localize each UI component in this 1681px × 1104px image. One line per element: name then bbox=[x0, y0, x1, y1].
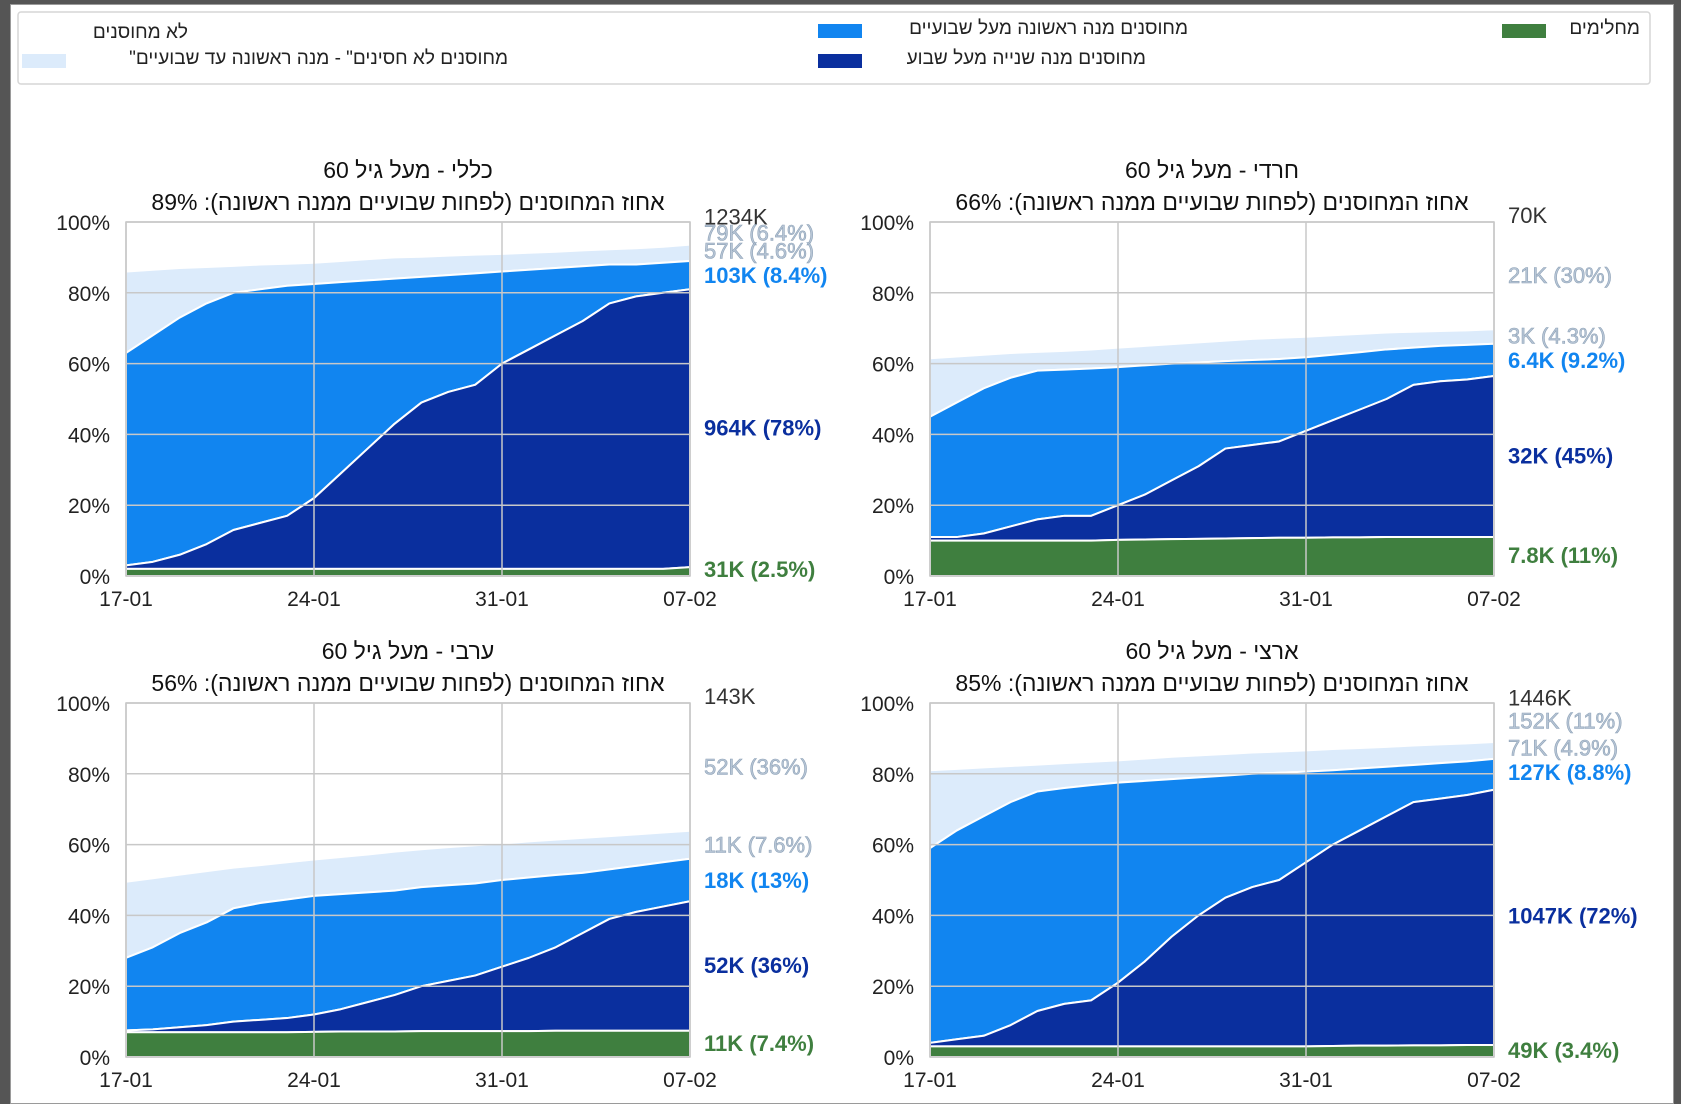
x-tick-label: 24-01 bbox=[287, 1069, 341, 1092]
y-tick-label: 60% bbox=[68, 835, 110, 858]
y-tick-label: 100% bbox=[56, 693, 110, 716]
x-tick-label: 24-01 bbox=[1091, 1069, 1145, 1092]
x-tick-label: 07-02 bbox=[1467, 588, 1521, 611]
chart-general: כללי - מעל גיל 60 אחוז המחוסנים (לפחות שב… bbox=[56, 157, 827, 611]
end-label: 103K (8.4%) bbox=[704, 263, 828, 288]
legend-swatch-dose1 bbox=[818, 24, 862, 38]
plot-frame bbox=[125, 221, 691, 577]
chart-subtitle: אחוז המחוסנים (לפחות שבועיים ממנה ראשונה… bbox=[955, 670, 1469, 696]
legend-label-dose1: מחוסנים מנה ראשונה מעל שבועיים bbox=[909, 18, 1188, 39]
legend-swatch-notimmune bbox=[22, 54, 66, 68]
plot-frame bbox=[929, 221, 1495, 577]
y-tick-label: 80% bbox=[68, 764, 110, 787]
area-recovered bbox=[125, 1029, 691, 1058]
chart-title: חרדי - מעל גיל 60 bbox=[1125, 157, 1299, 183]
chart-title: ארצי - מעל גיל 60 bbox=[1125, 638, 1299, 664]
end-label: 70K bbox=[1508, 203, 1547, 228]
x-tick-label: 31-01 bbox=[1279, 588, 1333, 611]
charts: כללי - מעל גיל 60 אחוז המחוסנים (לפחות שב… bbox=[56, 157, 1637, 1092]
end-label: 52K (36%) bbox=[704, 953, 809, 978]
x-tick-label: 17-01 bbox=[99, 1069, 153, 1092]
y-tick-label: 80% bbox=[68, 283, 110, 306]
end-label: 79K (6.4%) bbox=[704, 221, 814, 246]
y-tick-label: 20% bbox=[872, 976, 914, 999]
plot-frame bbox=[929, 702, 1495, 1058]
plot-frame bbox=[125, 702, 691, 1058]
end-label: 152K (11%) bbox=[1508, 709, 1623, 734]
chart-arab: ערבי - מעל גיל 60 אחוז המחוסנים (לפחות שב… bbox=[56, 638, 814, 1092]
end-label: 32K (45%) bbox=[1508, 444, 1613, 469]
x-tick-label: 24-01 bbox=[1091, 588, 1145, 611]
y-tick-label: 40% bbox=[872, 424, 914, 447]
end-label: 6.4K (9.2%) bbox=[1508, 348, 1625, 373]
x-tick-label: 31-01 bbox=[1279, 1069, 1333, 1092]
y-tick-label: 20% bbox=[872, 495, 914, 518]
x-tick-label: 31-01 bbox=[475, 588, 529, 611]
end-label: 31K (2.5%) bbox=[704, 557, 815, 582]
legend-label-notimmune: "מחוסנים לא חסינים" - מנה ראשונה עד שבוע… bbox=[129, 48, 508, 69]
legend-label-unvaccinated: לא מחוסנים bbox=[93, 22, 188, 43]
area-recovered bbox=[125, 566, 691, 577]
end-label: 127K (8.8%) bbox=[1508, 760, 1632, 785]
end-label: 49K (3.4%) bbox=[1508, 1038, 1619, 1063]
end-label: 21K (30%) bbox=[1508, 263, 1612, 288]
y-tick-label: 60% bbox=[872, 835, 914, 858]
end-label: 1446K bbox=[1508, 686, 1572, 711]
legend-label-dose2: מחוסנים מנה שנייה מעל שבוע bbox=[907, 48, 1146, 69]
legend-box bbox=[17, 11, 1651, 85]
y-tick-label: 100% bbox=[56, 212, 110, 235]
chart-subtitle: אחוז המחוסנים (לפחות שבועיים ממנה ראשונה… bbox=[151, 189, 665, 215]
y-tick-label: 0% bbox=[884, 566, 914, 589]
y-tick-label: 20% bbox=[68, 495, 110, 518]
chart-title: ערבי - מעל גיל 60 bbox=[322, 638, 495, 664]
x-tick-label: 17-01 bbox=[99, 588, 153, 611]
end-label: 71K (4.9%) bbox=[1508, 735, 1618, 760]
end-label: 1047K (72%) bbox=[1508, 903, 1638, 928]
legend-label-recovered: מחלימים bbox=[1569, 18, 1640, 39]
area-recovered bbox=[929, 536, 1495, 577]
end-label: 964K (78%) bbox=[704, 415, 821, 440]
end-label: 11K (7.4%) bbox=[704, 1031, 814, 1056]
end-label: 52K (36%) bbox=[704, 755, 808, 780]
legend: לא מחוסנים "מחוסנים לא חסינים" - מנה ראשו… bbox=[17, 11, 1651, 85]
end-label: 3K (4.3%) bbox=[1508, 323, 1606, 348]
end-label: 57K (4.6%) bbox=[704, 238, 814, 263]
y-tick-label: 60% bbox=[872, 354, 914, 377]
end-label: 7.8K (11%) bbox=[1508, 543, 1618, 568]
y-tick-label: 20% bbox=[68, 976, 110, 999]
chart-national: ארצי - מעל גיל 60 אחוז המחוסנים (לפחות שב… bbox=[860, 638, 1637, 1092]
y-tick-label: 40% bbox=[68, 424, 110, 447]
y-tick-label: 100% bbox=[860, 212, 914, 235]
area-recovered bbox=[929, 1043, 1495, 1058]
x-tick-label: 07-02 bbox=[663, 1069, 717, 1092]
legend-swatch-unvaccinated bbox=[22, 24, 66, 38]
y-tick-label: 100% bbox=[860, 693, 914, 716]
end-label: 18K (13%) bbox=[704, 868, 809, 893]
y-tick-label: 0% bbox=[884, 1047, 914, 1070]
chart-subtitle: אחוז המחוסנים (לפחות שבועיים ממנה ראשונה… bbox=[955, 189, 1469, 215]
end-label: 143K bbox=[704, 684, 756, 709]
end-label: 1234K bbox=[704, 205, 768, 230]
legend-swatch-recovered bbox=[1502, 24, 1546, 38]
end-label: 11K (7.6%) bbox=[704, 833, 812, 858]
y-tick-label: 60% bbox=[68, 354, 110, 377]
x-tick-label: 07-02 bbox=[1467, 1069, 1521, 1092]
x-tick-label: 17-01 bbox=[903, 588, 957, 611]
y-tick-label: 80% bbox=[872, 764, 914, 787]
legend-swatch-dose2 bbox=[818, 54, 862, 68]
y-tick-label: 80% bbox=[872, 283, 914, 306]
y-tick-label: 40% bbox=[872, 905, 914, 928]
x-tick-label: 17-01 bbox=[903, 1069, 957, 1092]
y-tick-label: 40% bbox=[68, 905, 110, 928]
y-tick-label: 0% bbox=[80, 566, 110, 589]
chart-title: כללי - מעל גיל 60 bbox=[323, 157, 493, 183]
chart-haredi: חרדי - מעל גיל 60 אחוז המחוסנים (לפחות שב… bbox=[860, 157, 1625, 611]
x-tick-label: 31-01 bbox=[475, 1069, 529, 1092]
x-tick-label: 24-01 bbox=[287, 588, 341, 611]
y-tick-label: 0% bbox=[80, 1047, 110, 1070]
chart-subtitle: אחוז המחוסנים (לפחות שבועיים ממנה ראשונה… bbox=[151, 670, 665, 696]
x-tick-label: 07-02 bbox=[663, 588, 717, 611]
